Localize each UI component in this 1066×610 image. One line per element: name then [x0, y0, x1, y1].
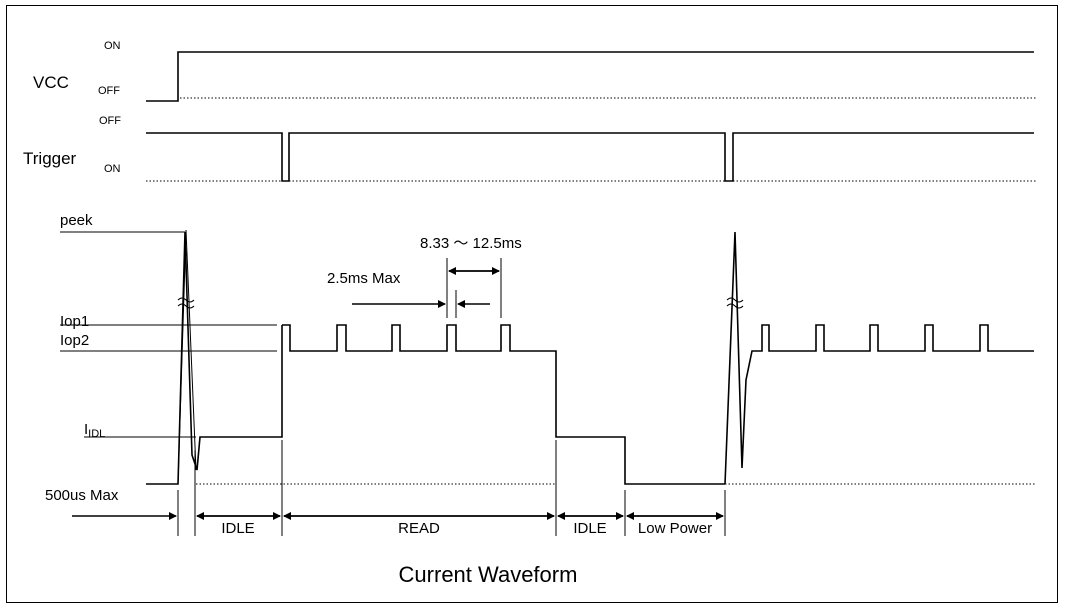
phase-idle-1: IDLE — [221, 520, 254, 537]
vcc-on-label: ON — [104, 40, 121, 52]
max500-label: 500us Max — [45, 487, 119, 504]
trigger-label: Trigger — [23, 149, 77, 168]
phase-read: READ — [398, 520, 440, 537]
trigger-waveform — [146, 133, 1034, 181]
iop1-label: Iop1 — [60, 313, 89, 330]
pulse-label: 2.5ms Max — [327, 270, 401, 287]
diagram-title: Current Waveform — [399, 562, 578, 587]
break-mark-2 — [727, 298, 743, 308]
vcc-off-label: OFF — [98, 85, 120, 97]
vcc-waveform — [146, 52, 1034, 101]
period-label: 8.33 ～ 12.5ms — [420, 235, 522, 252]
idl-sub: IDL — [88, 428, 105, 440]
current-waveform-second-peak — [725, 232, 1034, 484]
peek-label: peek — [60, 212, 93, 229]
break-mark-1 — [178, 298, 194, 308]
phase-low-power: Low Power — [638, 520, 712, 537]
startup-spike-edge — [178, 230, 196, 484]
phase-idle-2: IDLE — [573, 520, 606, 537]
current-waveform-startup — [146, 232, 282, 484]
iop2-label: Iop2 — [60, 332, 89, 349]
current-waveform-read — [282, 325, 725, 484]
vcc-label: VCC — [33, 73, 69, 92]
trigger-on-label: ON — [104, 163, 121, 175]
trigger-off-label: OFF — [99, 115, 121, 127]
